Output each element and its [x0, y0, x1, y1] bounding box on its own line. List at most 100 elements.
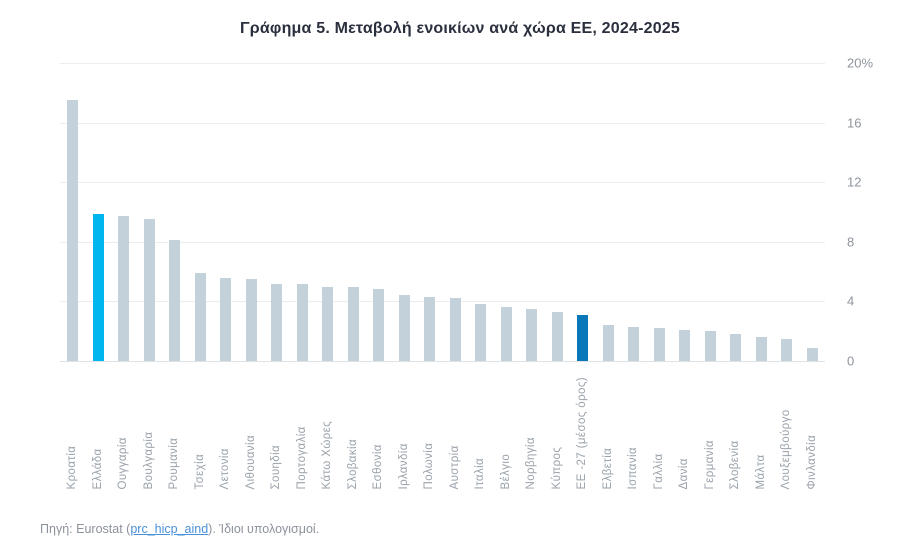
- x-axis-label: Νορβηγία: [525, 437, 537, 490]
- x-axis-label: Σλοβενία: [729, 440, 741, 490]
- bar-column: [647, 63, 673, 361]
- bar-column: [494, 63, 520, 361]
- bar-column: [749, 63, 775, 361]
- dataset-link[interactable]: prc_hicp_aind: [130, 522, 209, 536]
- bar-column: [774, 63, 800, 361]
- bar-Νορβηγία: [526, 308, 538, 361]
- x-label-column: Φινλανδία: [800, 377, 826, 490]
- bar-column: [341, 63, 367, 361]
- gridline-0: [60, 361, 825, 362]
- x-axis-label: Ελλάδα: [91, 448, 104, 490]
- plot-area: 0 4 8 12 16 20% Κροατία Ελλάδα Ουγγαρία Βουλγαρί…: [60, 56, 873, 489]
- bar-column: [264, 63, 290, 361]
- bar-column: [137, 63, 163, 361]
- x-label-column: Ελβετία: [596, 377, 622, 490]
- x-axis-label: Δανία: [678, 458, 690, 490]
- x-axis-label: Ελβετία: [601, 447, 614, 490]
- x-axis-label: Σλοβακία: [346, 438, 359, 490]
- source-prefix: Πηγή: Eurostat (: [40, 522, 131, 536]
- x-axis-label: Τσεχία: [193, 453, 206, 490]
- bar-column: [545, 63, 571, 361]
- x-axis-label: Αυστρία: [448, 445, 461, 490]
- bar-column: [570, 63, 596, 361]
- x-label-column: Λετονία: [213, 377, 239, 489]
- bar-column: [468, 63, 494, 361]
- bar-Λουξεμβούργο: [781, 338, 793, 361]
- x-axis-label: Εσθονία: [372, 444, 384, 490]
- x-label-column: Ιταλία: [468, 377, 494, 490]
- bar-column: [519, 63, 545, 361]
- x-label-column: Σλοβακία: [341, 377, 367, 490]
- x-label-column: Τσεχία: [188, 377, 214, 490]
- x-label-column: Νορβηγία: [519, 377, 545, 489]
- source-note: Πηγή: Eurostat (prc_hicp_aind). Ίδιοι υπ…: [40, 522, 319, 536]
- x-axis-label: Πολωνία: [423, 442, 435, 490]
- bar-column: [672, 63, 698, 361]
- x-label-column: Ελλάδα: [86, 377, 112, 489]
- bar-Ουγγαρία: [118, 216, 130, 361]
- y-tick-label: 16: [847, 115, 862, 131]
- x-axis-label: Λιθουανία: [244, 434, 257, 490]
- x-axis-label: Ισπανία: [627, 447, 639, 490]
- y-tick-label: 0: [847, 353, 855, 369]
- bar-column: [86, 63, 112, 361]
- x-label-column: Λουξεμβούργο: [774, 377, 800, 489]
- x-label-column: Εσθονία: [366, 377, 392, 489]
- bar-Τσεχία: [194, 273, 206, 361]
- bar-Σλοβακία: [347, 286, 359, 361]
- bar-Βουλγαρία: [143, 219, 155, 361]
- y-tick-label: 20%: [847, 55, 874, 71]
- bar-column: [443, 63, 469, 361]
- bar-column: [162, 63, 188, 361]
- source-suffix: ). Ίδιοι υπολογισμοί.: [208, 522, 320, 536]
- x-label-column: Σουηδία: [264, 377, 290, 490]
- x-label-column: Ρουμανία: [162, 377, 188, 490]
- x-label-column: Γαλλία: [647, 377, 673, 489]
- bar-Λιθουανία: [245, 279, 257, 361]
- bar-column: [315, 63, 341, 361]
- x-axis-label: Λουξεμβούργο: [780, 409, 792, 490]
- gridline-12: [60, 182, 825, 184]
- x-axis-label: Ιταλία: [474, 457, 486, 490]
- bars-layer: [60, 63, 825, 361]
- bar-Ιταλία: [475, 304, 487, 361]
- gridline-4: [60, 301, 825, 303]
- x-axis-label: ΕΕ -27 (μέσος όρος): [576, 377, 588, 490]
- x-label-column: Δανία: [672, 377, 698, 489]
- x-label-column: Σλοβενία: [723, 377, 749, 490]
- bar-column: [60, 63, 86, 361]
- x-label-column: Λιθουανία: [239, 377, 265, 490]
- bar-ΕΕ -27 (μέσος όρος): [577, 314, 589, 361]
- bar-column: [698, 63, 724, 361]
- bar-Εσθονία: [373, 289, 385, 361]
- bar-column: [213, 63, 239, 361]
- bar-Πολωνία: [424, 296, 436, 361]
- x-axis-label: Σουηδία: [270, 444, 282, 490]
- bar-Ρουμανία: [169, 240, 181, 361]
- x-label-column: Ισπανία: [621, 377, 647, 489]
- x-axis-label: Μάλτα: [754, 454, 767, 490]
- x-axis-label: Κύπρος: [550, 446, 563, 490]
- bar-column: [239, 63, 265, 361]
- bar-column: [800, 63, 826, 361]
- x-label-column: Πορτογαλία: [290, 377, 316, 489]
- y-tick-label: 8: [847, 234, 855, 250]
- x-axis-label: Γερμανία: [703, 440, 716, 490]
- x-axis-label: Ιρλανδία: [397, 443, 410, 490]
- y-tick-label: 12: [847, 174, 862, 190]
- gridline-16: [60, 122, 825, 124]
- chart-title: Γράφημα 5. Μεταβολή ενοικίων ανά χώρα ΕΕ…: [239, 20, 680, 37]
- bar-Σουηδία: [271, 283, 283, 361]
- bar-Λετονία: [220, 277, 232, 361]
- bar-Σλοβενία: [730, 334, 742, 361]
- x-label-column: Πολωνία: [417, 377, 443, 490]
- x-label-column: Αυστρία: [443, 377, 469, 489]
- x-axis-label: Ουγγαρία: [117, 437, 129, 490]
- bar-column: [596, 63, 622, 361]
- bar-Μάλτα: [755, 337, 767, 361]
- bar-Κύπρος: [551, 311, 563, 361]
- bar-column: [111, 63, 137, 361]
- bar-Δανία: [679, 329, 691, 361]
- x-label-column: Μάλτα: [749, 377, 775, 489]
- bar-column: [417, 63, 443, 361]
